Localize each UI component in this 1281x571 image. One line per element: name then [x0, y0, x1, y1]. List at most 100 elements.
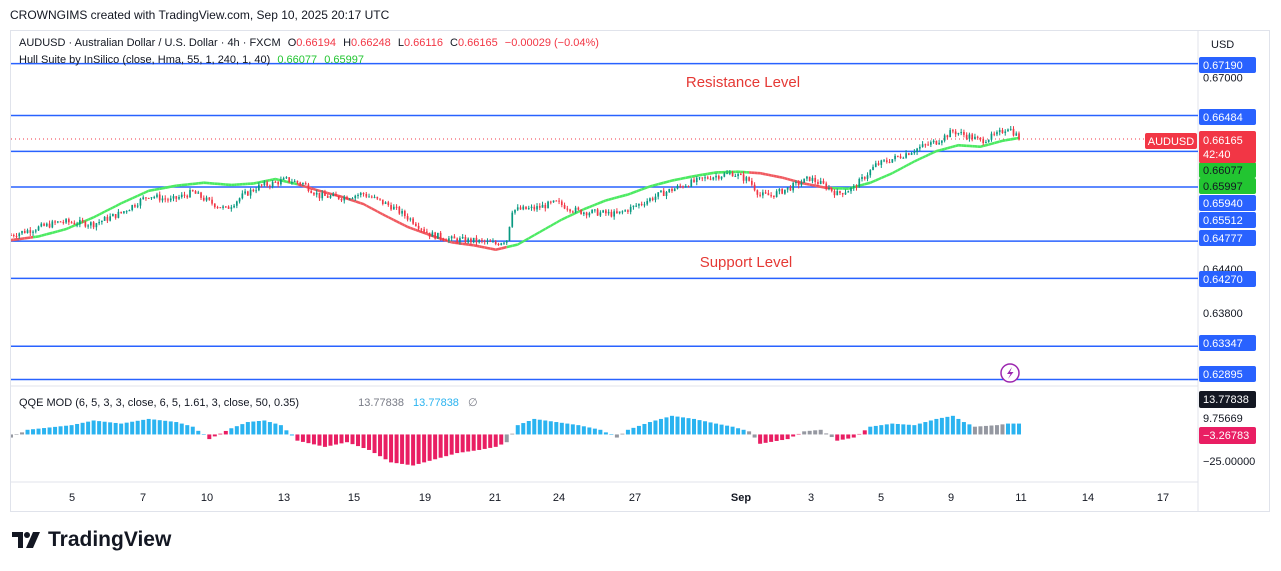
level-tag-box [1199, 109, 1256, 125]
candle-body [588, 213, 591, 216]
hull-segment [925, 153, 929, 158]
hull-segment [619, 194, 623, 199]
qqe-bar [570, 424, 575, 435]
candle-body [850, 187, 852, 192]
level-tag-text: 0.64777 [1203, 233, 1243, 245]
candle-body [963, 132, 965, 135]
candle-body [437, 232, 439, 239]
hull-segment [228, 183, 232, 187]
candle-body [811, 177, 814, 181]
candle-body [29, 230, 32, 233]
qqe-bar [317, 434, 322, 446]
hull-segment [396, 220, 400, 225]
qqe-bar [433, 434, 438, 460]
hull-segment [187, 182, 191, 186]
candle-body [390, 205, 392, 210]
candle-body [679, 185, 682, 187]
price-tick-label: 0.63800 [1203, 308, 1243, 320]
hull-segment [870, 180, 874, 185]
candle-body [285, 177, 288, 179]
candle-body [861, 177, 863, 180]
qqe-bar [471, 434, 476, 451]
resistance-annotation: Resistance Level [686, 74, 800, 91]
hull-segment [201, 181, 204, 185]
candle-body [673, 188, 676, 192]
qqe-axis-tick-1: 9.75669 [1203, 413, 1243, 425]
level-tag: 0.64270 [1199, 271, 1256, 287]
qqe-bar [587, 427, 592, 435]
candle-body [632, 205, 635, 207]
qqe-bar [201, 434, 206, 435]
qqe-bar [405, 434, 410, 465]
qqe-bar [444, 434, 449, 457]
qqe-bar [774, 434, 779, 441]
tradingview-logo[interactable]: TradingView [12, 528, 171, 552]
candle-body [76, 224, 78, 226]
candle-body [720, 176, 723, 179]
hull-segment [762, 172, 766, 176]
hull-segment [633, 190, 637, 194]
candle-body [401, 210, 403, 214]
hull-segment [415, 228, 419, 233]
candle-body [167, 199, 169, 201]
hull-segment [520, 240, 524, 245]
candle-body [1015, 133, 1018, 136]
candle-body [723, 173, 726, 177]
hull-segment [985, 143, 989, 147]
qqe-bar [895, 423, 900, 435]
candle-body [439, 232, 442, 239]
chart-canvas[interactable]: Resistance Level Support Level AUDUSD · … [9, 31, 1269, 511]
time-label: 7 [140, 492, 146, 504]
time-label: 3 [808, 492, 814, 504]
candle-body [269, 185, 271, 187]
level-tag: 0.64777 [1199, 230, 1256, 246]
hull-segment [192, 182, 196, 186]
hull-segment [886, 173, 890, 177]
qqe-bar [234, 426, 239, 435]
qqe-bar [295, 434, 300, 441]
qqe-bar [857, 433, 862, 435]
hull-segment [594, 202, 598, 207]
qqe-bar [477, 434, 482, 450]
hull-segment [526, 236, 529, 242]
candle-body [489, 241, 492, 243]
candle-body [189, 190, 191, 198]
candle-body [737, 174, 739, 177]
qqe-bar [80, 422, 85, 435]
candle-body [701, 177, 704, 179]
hull-segment [884, 174, 887, 179]
candle-body [415, 223, 417, 226]
hull-segment [892, 170, 896, 175]
qqe-bar [769, 434, 774, 442]
candle-body [398, 206, 401, 214]
hull-segment [754, 171, 758, 175]
hull-segment [476, 244, 480, 248]
qqe-bar [714, 423, 719, 435]
hull-segment [729, 170, 733, 174]
hull-segment [928, 152, 931, 157]
hull-segment [176, 184, 179, 188]
candle-body [241, 193, 244, 199]
hull-segment [369, 205, 372, 210]
candle-body [431, 232, 434, 237]
lightning-icon[interactable] [1000, 363, 1020, 383]
tradingview-brand-name: TradingView [48, 528, 172, 551]
candle-body [434, 232, 436, 239]
hull-segment [622, 193, 626, 198]
qqe-bar [565, 423, 570, 435]
hull-segment [966, 144, 970, 148]
hull-segment [773, 174, 777, 178]
candle-body [830, 187, 833, 192]
hull-segment [939, 148, 942, 152]
hull-segment [895, 168, 898, 174]
candle-body [748, 177, 750, 181]
candle-body [693, 179, 695, 182]
hull-segment [57, 229, 61, 233]
hull-segment [13, 238, 17, 242]
time-label: 10 [201, 492, 213, 504]
hull-segment [677, 177, 681, 181]
candle-body [825, 183, 828, 189]
hull-segment [749, 171, 752, 174]
hull-segment [140, 192, 144, 196]
candle-body [704, 177, 706, 179]
